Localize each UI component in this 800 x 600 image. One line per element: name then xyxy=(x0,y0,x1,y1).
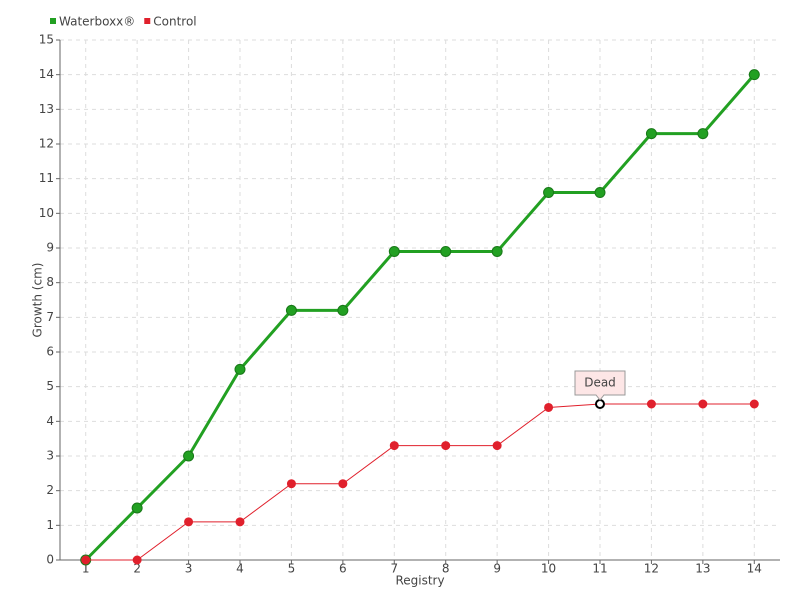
data-point xyxy=(749,399,759,409)
y-tick-label: 5 xyxy=(46,379,54,393)
data-point xyxy=(646,399,656,409)
y-tick-label: 1 xyxy=(46,518,54,532)
annotation: Dead xyxy=(584,376,616,390)
data-point xyxy=(338,479,348,489)
data-point xyxy=(234,363,246,375)
data-point xyxy=(595,399,605,409)
data-point xyxy=(645,128,657,140)
data-point xyxy=(388,245,400,257)
y-tick-label: 13 xyxy=(39,102,54,116)
x-axis-label: Registry xyxy=(395,574,444,588)
x-tick-label: 11 xyxy=(592,562,607,576)
legend-swatch xyxy=(50,18,56,24)
data-point xyxy=(440,245,452,257)
x-tick-label: 8 xyxy=(442,562,450,576)
data-point xyxy=(81,555,91,565)
y-tick-label: 7 xyxy=(46,310,54,324)
data-point xyxy=(131,502,143,514)
y-tick-label: 8 xyxy=(46,275,54,289)
y-tick-label: 4 xyxy=(46,414,54,428)
data-point xyxy=(544,402,554,412)
series-line xyxy=(84,73,756,562)
data-point xyxy=(492,441,502,451)
x-tick-label: 2 xyxy=(133,562,141,576)
data-point xyxy=(543,187,555,199)
y-tick-label: 9 xyxy=(46,241,54,255)
data-point xyxy=(184,517,194,527)
x-tick-label: 5 xyxy=(288,562,296,576)
x-tick-label: 7 xyxy=(390,562,398,576)
data-point xyxy=(441,441,451,451)
y-tick-label: 10 xyxy=(39,206,54,220)
data-point xyxy=(183,450,195,462)
y-tick-label: 6 xyxy=(46,345,54,359)
legend-label: Waterboxx® xyxy=(59,15,135,29)
data-point xyxy=(337,304,349,316)
data-point xyxy=(389,441,399,451)
x-tick-label: 6 xyxy=(339,562,347,576)
x-tick-label: 13 xyxy=(695,562,710,576)
y-tick-label: 12 xyxy=(39,137,54,151)
x-tick-label: 3 xyxy=(185,562,193,576)
series-line xyxy=(85,403,755,561)
x-tick-label: 14 xyxy=(747,562,762,576)
y-axis-label: Growth (cm) xyxy=(31,263,45,338)
data-point xyxy=(748,69,760,81)
data-point xyxy=(285,304,297,316)
y-tick-label: 15 xyxy=(39,33,54,47)
x-tick-label: 9 xyxy=(493,562,501,576)
legend-label: Control xyxy=(153,15,196,29)
x-tick-label: 4 xyxy=(236,562,244,576)
annotation-box xyxy=(574,370,626,401)
y-tick-label: 2 xyxy=(46,483,54,497)
y-tick-label: 14 xyxy=(39,67,54,81)
data-point xyxy=(132,555,142,565)
y-tick-label: 3 xyxy=(46,449,54,463)
data-point xyxy=(698,399,708,409)
x-tick-label: 10 xyxy=(541,562,556,576)
y-tick-label: 11 xyxy=(39,171,54,185)
x-tick-label: 1 xyxy=(82,562,90,576)
y-tick-label: 0 xyxy=(46,553,54,567)
data-point xyxy=(235,517,245,527)
legend-swatch xyxy=(144,18,151,24)
data-point xyxy=(697,128,709,140)
data-point xyxy=(286,479,296,489)
data-point xyxy=(491,245,503,257)
x-tick-label: 12 xyxy=(644,562,659,576)
data-point xyxy=(594,187,606,199)
